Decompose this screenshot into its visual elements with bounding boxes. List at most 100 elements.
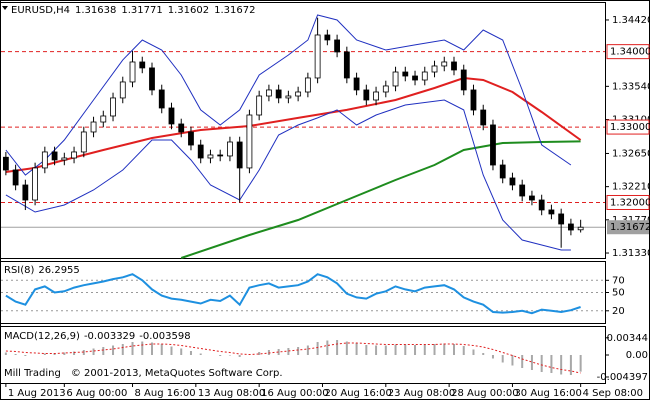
y-tick-label: 70: [612, 275, 625, 286]
x-tick-label: 13 Aug 08:00: [198, 388, 265, 399]
candle-body: [334, 39, 340, 53]
candle-body: [519, 184, 526, 197]
level-label: 1.33000: [610, 122, 650, 133]
x-tick-label: 4 Sep 08:00: [583, 388, 643, 399]
indicator-line: [180, 140, 581, 259]
candle-body: [100, 115, 107, 123]
indicator-line: [5, 99, 571, 251]
candle-body: [158, 89, 165, 109]
price-tag: [607, 220, 649, 235]
candle-body: [51, 151, 58, 161]
signal-line: [5, 342, 581, 374]
candle-body: [499, 164, 506, 179]
candle-body: [529, 195, 535, 201]
indicator-name: RSI(8): [4, 265, 35, 276]
candle-body: [197, 144, 204, 159]
candle-body: [217, 154, 224, 157]
x-tick-label: 30 Aug 16:00: [514, 388, 581, 399]
candle-body: [178, 123, 185, 133]
candle-body: [129, 61, 136, 83]
ohlc-value: 1.31638: [75, 5, 116, 16]
rsi-line: [5, 273, 581, 315]
candle-body: [22, 184, 29, 201]
indicator-name: MACD(12,26,9): [4, 331, 80, 342]
candle-body: [304, 77, 311, 93]
ohlc-value: 1.31771: [121, 5, 162, 16]
level-tag: [606, 194, 650, 210]
price-tag-label: 1.31672: [610, 222, 650, 233]
signal-value: -0.003598: [139, 331, 190, 342]
candle-body: [412, 75, 418, 81]
candle-body: [382, 85, 389, 93]
candle-body: [421, 71, 428, 81]
candle-body: [441, 61, 448, 67]
candle-body: [246, 114, 253, 169]
candle-body: [266, 89, 272, 97]
x-tick-label: 20 Aug 16:00: [324, 388, 391, 399]
x-tick-label: 6 Aug 00:00: [66, 388, 127, 399]
candle-body: [460, 69, 467, 91]
x-tick-label: 16 Aug 00:00: [261, 388, 328, 399]
symbol: EURUSD,H4: [11, 5, 70, 16]
candle-body: [509, 177, 516, 186]
candle-body: [577, 226, 584, 231]
level-tag: [606, 44, 650, 60]
header: MACD(12,26,9) -0.003329 -0.003598: [4, 331, 191, 342]
candle-body: [568, 223, 574, 231]
candle-body: [470, 89, 477, 111]
candle-body: [490, 124, 496, 166]
candle-body: [119, 81, 126, 99]
annotation: © 2001-2013, MetaQuotes Software Corp.: [71, 368, 283, 379]
candle-body: [353, 77, 360, 91]
ohlc-value: 1.31602: [168, 5, 209, 16]
candle-body: [139, 61, 146, 69]
header: EURUSD,H4 1.31638 1.31771 1.31602 1.31672: [11, 5, 255, 16]
candle-body: [314, 34, 321, 79]
candle-body: [71, 151, 77, 159]
y-tick-label: 0.00: [626, 350, 648, 361]
header: RSI(8) 26.2955: [4, 265, 80, 276]
candle-body: [402, 71, 409, 77]
candle-body: [324, 34, 331, 41]
candle-body: [207, 154, 214, 159]
candle-body: [295, 91, 302, 97]
candle-body: [392, 71, 399, 87]
candle-body: [168, 107, 175, 125]
y-tick-label: 20: [612, 306, 625, 317]
candle-body: [538, 199, 545, 211]
candle-body: [90, 121, 97, 133]
y-tick-label: 50: [612, 288, 625, 299]
x-tick-label: 23 Aug 08:00: [388, 388, 455, 399]
y-tick-label: 1.32210: [612, 182, 650, 193]
candle-body: [373, 91, 379, 101]
candle-body: [12, 169, 19, 186]
candle-body: [548, 209, 555, 215]
ohlc-value: 1.31672: [214, 5, 255, 16]
candle-body: [431, 65, 438, 73]
candle-body: [343, 51, 350, 79]
candle-body: [110, 97, 116, 117]
x-tick-label: 28 Aug 00:00: [451, 388, 518, 399]
y-tick-label: 1.33540: [612, 81, 650, 92]
candle-body: [227, 141, 233, 157]
header-arrow: [2, 6, 8, 10]
x-tick-label: 8 Aug 16:00: [135, 388, 196, 399]
indicator-value: 26.2955: [38, 265, 79, 276]
candle-body: [149, 67, 155, 91]
annotation: Mill Trading: [4, 368, 61, 379]
candle-body: [41, 151, 48, 169]
candle-body: [451, 61, 457, 71]
indicator-line: [5, 14, 572, 176]
y-tick-label: -0.004397: [597, 372, 648, 383]
candle-body: [80, 131, 87, 153]
price-panel: [0, 2, 606, 259]
y-tick-label: 1.31330: [612, 248, 650, 259]
level-label: 1.34000: [610, 47, 650, 58]
macd-value: -0.003329: [84, 331, 135, 342]
y-tick-label: 1.32650: [612, 148, 650, 159]
candle-body: [480, 109, 487, 126]
candle-body: [2, 156, 9, 171]
y-tick-label: 0.00344: [607, 333, 648, 344]
level-tag: [606, 119, 650, 135]
candle-body: [188, 131, 194, 146]
